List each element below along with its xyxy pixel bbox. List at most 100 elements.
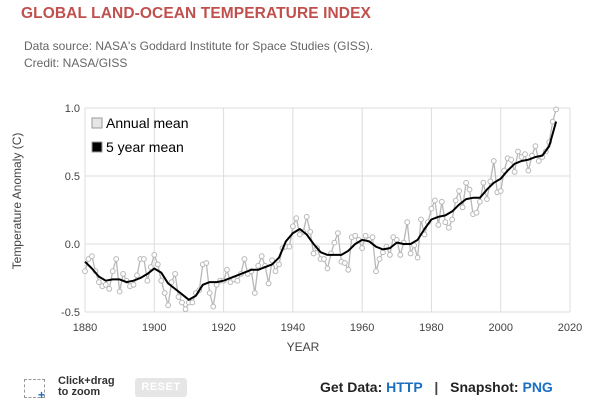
png-link[interactable]: PNG — [522, 379, 553, 395]
annual-mean-point — [387, 252, 393, 258]
annual-mean-point — [189, 299, 196, 306]
annual-mean-point — [182, 306, 189, 313]
annual-mean-point — [293, 215, 300, 222]
annual-mean-series — [82, 106, 559, 313]
zoom-selection-icon[interactable] — [24, 379, 45, 398]
annual-mean-point — [477, 198, 483, 205]
annual-mean-point — [158, 277, 165, 284]
annual-mean-point — [251, 290, 258, 296]
x-tick-label: 1900 — [142, 322, 166, 334]
annual-mean-point — [359, 245, 366, 252]
y-tick-label: 0.5 — [65, 171, 80, 183]
y-axis-label: Temperature Anomaly (C) — [10, 133, 24, 270]
annual-mean-point — [452, 197, 459, 204]
annual-mean-point — [324, 265, 331, 272]
annual-mean-point — [442, 219, 449, 226]
x-tick-labels: 1880 1900 1920 1940 1960 1980 2000 2020 — [73, 322, 582, 334]
annual-mean-point — [345, 266, 352, 273]
annual-mean-point — [393, 237, 400, 243]
annual-mean-point — [109, 268, 116, 275]
annual-mean-point — [321, 256, 327, 262]
annual-mean-point — [175, 294, 182, 300]
link-separator: | — [434, 379, 439, 395]
annual-mean-point — [397, 252, 404, 258]
legend[interactable]: Annual mean 5 year mean — [91, 115, 189, 155]
annual-mean-point — [414, 254, 421, 261]
annual-mean-point — [269, 257, 276, 264]
annual-mean-point — [459, 204, 466, 211]
annual-mean-point — [466, 186, 473, 193]
annual-mean-point — [331, 239, 338, 246]
http-link[interactable]: HTTP — [386, 379, 423, 395]
annual-mean-point — [290, 223, 296, 230]
annual-mean-point — [484, 196, 490, 203]
annual-mean-point — [168, 279, 175, 286]
annual-mean-point — [515, 148, 521, 155]
annual-mean-point — [102, 281, 109, 288]
x-axis-label: YEAR — [287, 340, 320, 354]
snapshot-label: Snapshot: — [450, 379, 519, 395]
annual-mean-point — [456, 188, 463, 194]
annual-mean-point — [508, 156, 515, 163]
annual-mean-point — [352, 232, 359, 239]
annual-mean-point — [525, 167, 532, 174]
legend-item-5-year-mean[interactable]: 5 year mean — [91, 139, 184, 155]
chart-subtitle: Data source: NASA's Goddard Institute fo… — [24, 38, 373, 72]
get-data-label: Get Data: — [320, 379, 383, 395]
annual-mean-point — [428, 205, 435, 212]
annual-mean-point — [272, 268, 279, 275]
annual-mean-point — [407, 250, 414, 257]
annual-mean-point — [106, 286, 113, 292]
annual-mean-point — [113, 256, 120, 262]
x-tick-label: 1980 — [419, 322, 443, 334]
annual-mean-point — [141, 256, 147, 262]
annual-mean-point — [404, 219, 411, 226]
data-links: Get Data: HTTP | Snapshot: PNG — [320, 379, 553, 395]
annual-mean-point — [130, 281, 137, 288]
annual-mean-point — [490, 158, 497, 164]
annual-mean-point — [449, 216, 456, 223]
annual-mean-point — [553, 106, 559, 113]
annual-mean-point — [134, 272, 140, 279]
annual-mean-point — [549, 118, 556, 125]
annual-mean-point — [310, 250, 317, 257]
annual-mean-point — [303, 213, 310, 220]
annual-mean-point — [286, 243, 293, 250]
annual-mean-point — [154, 261, 161, 268]
annual-mean-point — [179, 299, 185, 306]
x-tick-label: 2000 — [488, 322, 512, 334]
y-tick-labels: -0.5 0.0 0.5 1.0 — [61, 103, 80, 319]
legend-item-annual-mean[interactable]: Annual mean — [91, 115, 189, 131]
annual-mean-point — [432, 197, 438, 204]
annual-mean-point — [144, 277, 151, 284]
annual-mean-point — [210, 303, 217, 310]
annual-mean-point — [276, 261, 282, 268]
annual-mean-point — [362, 232, 369, 239]
annual-mean-point — [224, 266, 230, 273]
annual-mean-point — [376, 256, 383, 262]
annual-mean-point — [473, 209, 480, 216]
x-tick-label: 2020 — [558, 322, 582, 334]
x-tick-label: 1960 — [350, 322, 374, 334]
legend-label-5-year: 5 year mean — [106, 139, 184, 155]
annual-mean-point — [165, 302, 172, 309]
y-tick-label: 1.0 — [65, 103, 80, 115]
chart-title: GLOBAL LAND-OCEAN TEMPERATURE INDEX — [21, 5, 371, 22]
annual-mean-point — [172, 271, 179, 277]
zoom-hint-line2: to zoom — [58, 386, 101, 398]
annual-mean-point — [335, 230, 341, 237]
legend-swatch-5-year — [91, 141, 103, 153]
x-tick-label: 1880 — [73, 322, 97, 334]
annual-mean-point — [487, 178, 494, 185]
plus-icon: + — [38, 388, 46, 402]
annual-mean-point — [438, 198, 445, 205]
x-tick-label: 1940 — [281, 322, 305, 334]
annual-mean-point — [480, 179, 487, 186]
temperature-chart[interactable]: 1880 1900 1920 1940 1960 1980 2000 2020 -0.5 0.0… — [0, 0, 594, 372]
annual-mean-point — [203, 260, 210, 266]
annual-mean-point — [241, 256, 248, 262]
reset-button[interactable]: RESET — [135, 378, 187, 397]
bottom-toolbar: + Click+drag to zoom RESET Get Data: HTT… — [0, 372, 594, 408]
annual-mean-point — [213, 281, 220, 288]
annual-mean-point — [532, 143, 539, 150]
